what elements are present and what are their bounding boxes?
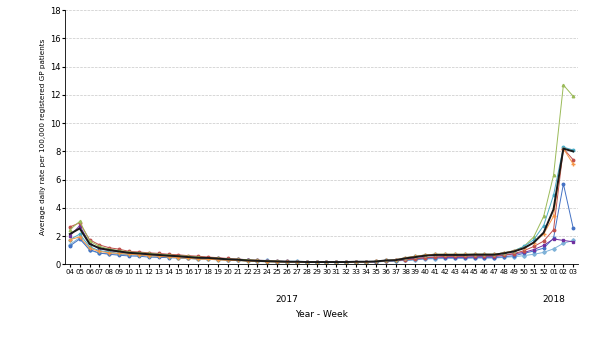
45 to 64 [402, 256, 409, 260]
5 to 14 [76, 223, 83, 227]
45 to 64 [106, 247, 113, 251]
15 to 44 [313, 260, 320, 264]
45 to 64 [244, 258, 251, 262]
75 plus [313, 260, 320, 264]
All ages [343, 260, 350, 264]
65 to 74 [402, 256, 409, 260]
65 to 74 [106, 250, 113, 254]
45 to 64 [343, 260, 350, 264]
45 to 64 [303, 260, 310, 264]
75 plus [402, 256, 409, 260]
1 to 4 [106, 252, 113, 256]
65 to 74 [303, 260, 310, 264]
15 to 44 [66, 225, 73, 229]
Line: 65 to 74: 65 to 74 [68, 146, 575, 264]
15 to 44 [244, 258, 251, 262]
All ages [303, 260, 310, 264]
Under 1 Year [254, 258, 261, 262]
75 plus [560, 146, 567, 151]
Under 1 Year [570, 238, 577, 242]
All ages [106, 248, 113, 252]
5 to 14 [570, 240, 577, 244]
All ages [402, 256, 409, 260]
Under 1 Year [313, 260, 320, 264]
1 to 4 [313, 260, 320, 264]
Under 1 Year [412, 258, 419, 262]
5 to 14 [323, 260, 330, 264]
Under 1 Year [116, 252, 123, 256]
15 to 44 [382, 259, 389, 263]
45 to 64 [313, 260, 320, 264]
Line: All ages: All ages [70, 148, 573, 262]
5 to 14 [116, 250, 123, 254]
15 to 44 [402, 258, 409, 262]
15 to 44 [570, 158, 577, 162]
Y-axis label: Average daily rate per 100,000 registered GP patients: Average daily rate per 100,000 registere… [40, 39, 46, 236]
1 to 4 [560, 182, 567, 186]
65 to 74 [313, 260, 320, 264]
All ages [382, 258, 389, 262]
75 plus [66, 238, 73, 242]
65 to 74 [244, 259, 251, 263]
5 to 14 [66, 234, 73, 238]
1 to 4 [402, 258, 409, 262]
5 to 14 [392, 258, 399, 262]
1 to 4 [303, 260, 310, 264]
75 plus [343, 260, 350, 264]
45 to 64 [570, 94, 577, 98]
5 to 14 [412, 257, 419, 261]
All ages [66, 232, 73, 236]
75 plus [570, 162, 577, 166]
Under 1 Year [66, 243, 73, 247]
1 to 4 [343, 260, 350, 264]
65 to 74 [66, 238, 73, 242]
Line: 45 to 64: 45 to 64 [68, 84, 575, 263]
Line: 15 to 44: 15 to 44 [68, 147, 575, 263]
Under 1 Year [323, 260, 330, 264]
45 to 64 [66, 228, 73, 232]
Under 1 Year [353, 260, 360, 264]
All ages [244, 258, 251, 262]
75 plus [382, 258, 389, 262]
Text: Year - Week: Year - Week [295, 310, 348, 319]
75 plus [106, 251, 113, 255]
65 to 74 [560, 145, 567, 149]
Line: 5 to 14: 5 to 14 [68, 224, 575, 263]
1 to 4 [244, 258, 251, 262]
5 to 14 [313, 260, 320, 264]
Text: 2017: 2017 [276, 295, 299, 304]
All ages [560, 146, 567, 151]
Line: 1 to 4: 1 to 4 [68, 183, 575, 263]
All ages [570, 149, 577, 154]
All ages [313, 260, 320, 264]
65 to 74 [343, 260, 350, 264]
1 to 4 [66, 244, 73, 248]
15 to 44 [106, 246, 113, 250]
45 to 64 [560, 83, 567, 87]
Text: 2018: 2018 [542, 295, 565, 304]
15 to 44 [303, 260, 310, 264]
5 to 14 [353, 260, 360, 264]
1 to 4 [570, 226, 577, 231]
Under 1 Year [392, 259, 399, 263]
75 plus [303, 260, 310, 264]
65 to 74 [382, 258, 389, 262]
65 to 74 [570, 148, 577, 152]
Under 1 Year [76, 236, 83, 240]
15 to 44 [560, 146, 567, 151]
75 plus [244, 259, 251, 263]
1 to 4 [382, 259, 389, 263]
5 to 14 [254, 259, 261, 263]
Line: Under 1 Year: Under 1 Year [68, 236, 575, 263]
Line: 75 plus: 75 plus [68, 146, 575, 264]
45 to 64 [382, 258, 389, 262]
15 to 44 [343, 260, 350, 264]
